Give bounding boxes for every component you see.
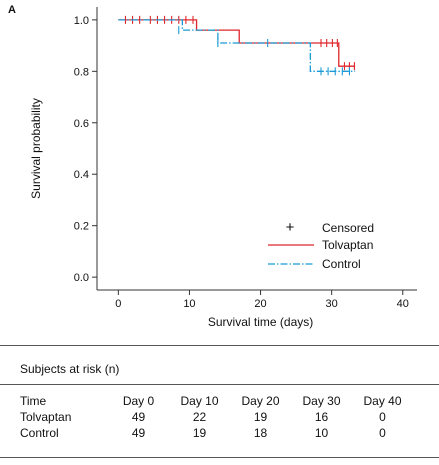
y-tick-label: 0.4 — [74, 169, 89, 181]
y-axis-label: Survival probability — [29, 98, 43, 199]
risk-table-row: Tolvaptan 49 22 19 16 0 — [20, 409, 413, 425]
risk-table-row: Control 49 19 18 10 0 — [20, 425, 413, 441]
risk-table-cell: 0 — [379, 426, 386, 440]
risk-table-header-cell: Day 20 — [241, 394, 280, 408]
x-tick-label: 40 — [397, 298, 409, 310]
x-tick-label: 20 — [254, 298, 266, 310]
chart-axes: 0.0 0.2 0.4 0.6 0.8 1.0 0 10 20 30 40 Survival time… — [29, 7, 417, 329]
risk-table-cell: 49 — [131, 410, 146, 424]
y-tick-label: 1.0 — [74, 15, 89, 27]
divider — [0, 345, 439, 346]
legend-label-control: Control — [322, 257, 361, 271]
risk-table-cell: 49 — [131, 426, 146, 440]
risk-table-header-cell: Day 40 — [363, 394, 402, 408]
risk-table-cell: 19 — [192, 426, 207, 440]
series-line-control — [118, 19, 356, 72]
divider — [0, 457, 439, 458]
legend-censored-marker: + — [286, 219, 295, 236]
risk-table-cell: 19 — [253, 410, 268, 424]
risk-table: Time Day 0 Day 10 Day 20 Day 30 Day 40 T… — [20, 393, 413, 441]
y-tick-label: 0.6 — [74, 118, 89, 130]
risk-table-row-label: Control — [20, 426, 59, 440]
risk-table-cell: 18 — [253, 426, 268, 440]
risk-table-header-cell: Time — [20, 394, 47, 408]
x-tick-label: 0 — [115, 298, 121, 310]
x-axis-label: Survival time (days) — [208, 315, 313, 329]
risk-table-header-cell: Day 30 — [302, 394, 341, 408]
risk-table-cell: 16 — [314, 410, 329, 424]
y-tick-label: 0.2 — [74, 221, 89, 233]
legend-label-tolvaptan: Tolvaptan — [322, 238, 373, 252]
risk-table-header-cell: Day 10 — [180, 394, 219, 408]
risk-table-cell: 10 — [314, 426, 329, 440]
y-tick-label: 0.0 — [74, 272, 89, 284]
risk-table-section: Subjects at risk (n) Time Day 0 Day 10 D… — [0, 345, 439, 465]
chart-series — [118, 15, 356, 76]
risk-table-row-label: Tolvaptan — [20, 410, 72, 424]
divider — [0, 384, 439, 385]
risk-table-cell: 0 — [379, 410, 386, 424]
x-tick-label: 10 — [183, 298, 195, 310]
risk-table-cell: 22 — [192, 410, 207, 424]
risk-table-header-cell: Day 0 — [122, 394, 155, 408]
x-tick-label: 30 — [326, 298, 338, 310]
chart-legend: + Censored Tolvaptan Control — [268, 219, 374, 271]
risk-table-header-row: Time Day 0 Day 10 Day 20 Day 30 Day 40 — [20, 393, 413, 409]
y-tick-label: 0.8 — [74, 66, 89, 78]
panel-label: A — [8, 4, 16, 16]
legend-censored-label: Censored — [322, 221, 374, 235]
km-chart: 0.0 0.2 0.4 0.6 0.8 1.0 0 10 20 30 40 Survival time… — [29, 7, 417, 329]
series-line-tolvaptan — [118, 19, 356, 67]
risk-table-title: Subjects at risk (n) — [20, 362, 120, 376]
